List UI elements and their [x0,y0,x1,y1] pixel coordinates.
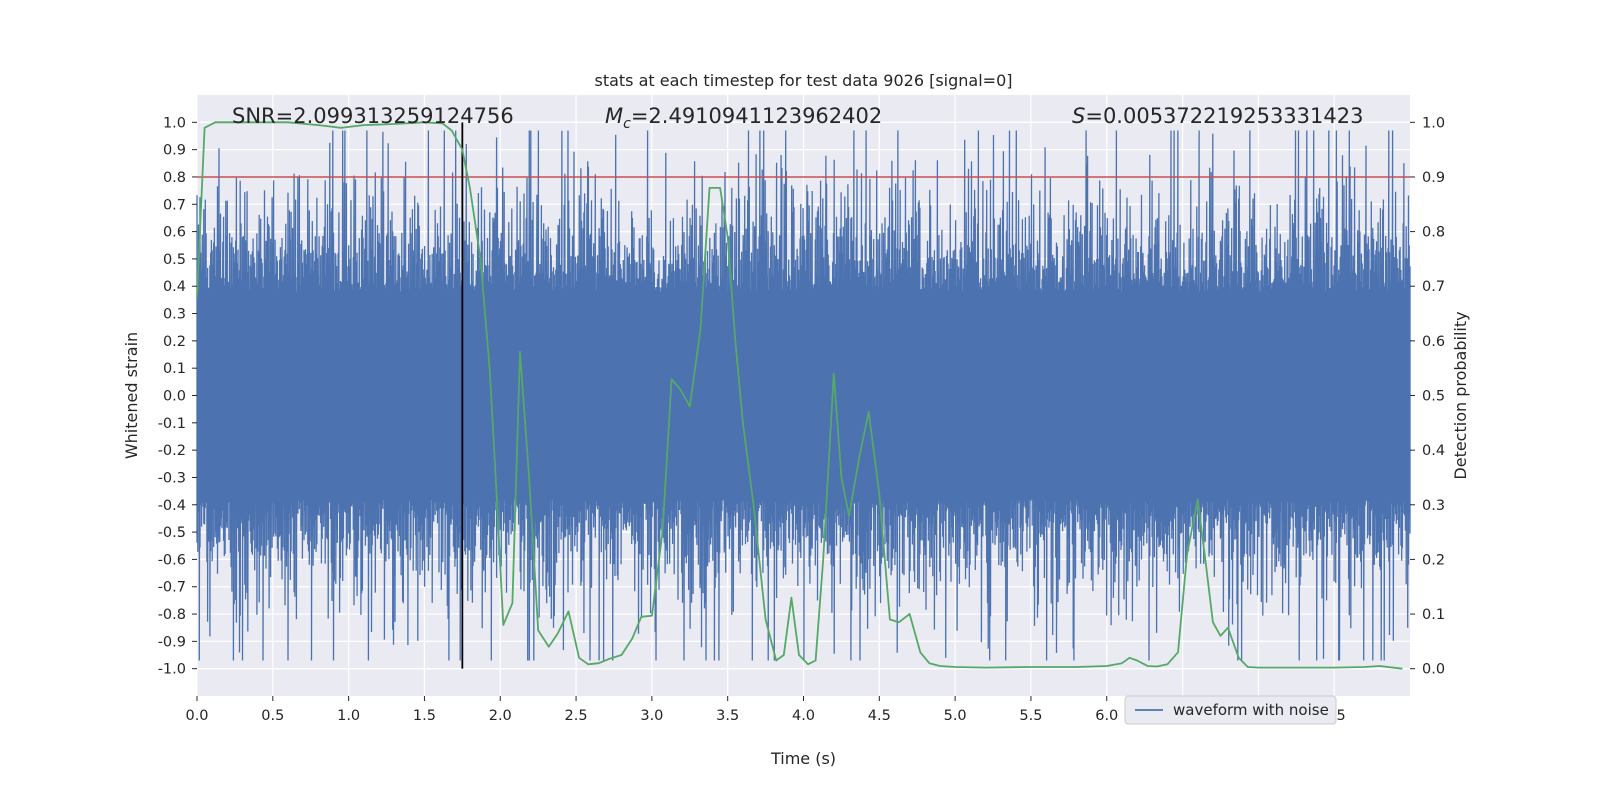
mc-symbol: M [605,104,623,128]
y-tick-label: 0.8 [163,170,186,186]
y-tick-label: -0.4 [158,498,186,514]
probability-series [196,121,1403,670]
y-tick-label: 0.0 [163,389,186,405]
x-tick-label: 5.5 [1019,708,1042,724]
x-tick-label: 2.0 [489,708,512,724]
legend-label: waveform with noise [1173,701,1329,719]
y2-tick-label: 0.9 [1422,170,1445,186]
y2-axis-label: Detection probability [1451,311,1470,479]
mc-annotation: Mc=2.4910941123962402 [605,104,882,132]
y-tick-label: 0.2 [163,334,186,350]
y-tick-label: 0.7 [163,197,186,213]
snr-annotation: SNR=2.099313259124756 [232,104,514,128]
x-tick-label: 3.5 [716,708,739,724]
x-tick-label: 0.5 [261,708,284,724]
y2-tick-label: 0.2 [1422,552,1445,568]
y2-tick-label: 0.0 [1422,662,1445,678]
y-tick-label: -1.0 [158,662,186,678]
y2-tick-label: 0.1 [1422,607,1445,623]
y-tick-label: -0.9 [158,634,186,650]
y-axis-label: Whitened strain [122,332,141,459]
x-tick-label: 5.0 [944,708,967,724]
chart-title: stats at each timestep for test data 902… [594,71,1012,90]
y-tick-label: -0.3 [158,470,186,486]
waveform-line [196,130,1411,661]
legend: waveform with noise [1124,695,1337,725]
y2-tick-label: 0.8 [1422,225,1445,241]
y-tick-label: -0.8 [158,607,186,623]
y-tick-label: -0.5 [158,525,186,541]
x-axis-label: Time (s) [770,749,836,768]
s-value: =0.005372219253331423 [1085,104,1363,128]
waveform-series [196,130,1411,661]
y-tick-label: 0.6 [163,225,186,241]
y-tick-label: 0.9 [163,143,186,159]
x-tick-label: 1.0 [337,708,360,724]
legend-box [1124,695,1337,725]
x-tick-label: 1.5 [413,708,436,724]
y2-tick-label: 0.6 [1422,334,1445,350]
y2-ticks: 1.0 0.9 0.8 0.7 0.6 0.5 0.4 0.3 0.2 0.1 0.0 [1410,115,1445,678]
x-tick-label: 3.0 [640,708,663,724]
y-ticks: 1.0 0.9 0.8 0.7 0.6 0.5 0.4 0.3 0.2 0.1 0.0 -0.1 -0.… [158,115,197,678]
y2-tick-label: 1.0 [1422,115,1445,131]
mc-subscript: c [623,116,631,132]
y2-tick-label: 0.5 [1422,389,1445,405]
y-tick-label: 0.4 [163,279,186,295]
y-tick-label: -0.2 [158,443,186,459]
y-tick-label: 1.0 [163,115,186,131]
s-symbol: S [1072,104,1085,128]
y2-tick-label: 0.4 [1422,443,1445,459]
y-tick-label: -0.6 [158,552,186,568]
x-tick-label: 4.5 [868,708,891,724]
s-annotation: S=0.005372219253331423 [1072,104,1363,128]
y2-tick-label: 0.3 [1422,498,1445,514]
y-tick-label: 0.3 [163,307,186,323]
x-tick-label: 0.0 [185,708,208,724]
x-tick-label: 6.0 [1095,708,1118,724]
y-tick-label: 0.1 [163,361,186,377]
mc-value: =2.4910941123962402 [631,104,882,128]
probability-line [196,121,1403,670]
x-tick-label: 2.5 [565,708,588,724]
y-tick-label: 0.5 [163,252,186,268]
x-tick-label: 4.0 [792,708,815,724]
y-tick-label: -0.1 [158,416,186,432]
y-tick-label: -0.7 [158,580,186,596]
y2-tick-label: 0.7 [1422,279,1445,295]
